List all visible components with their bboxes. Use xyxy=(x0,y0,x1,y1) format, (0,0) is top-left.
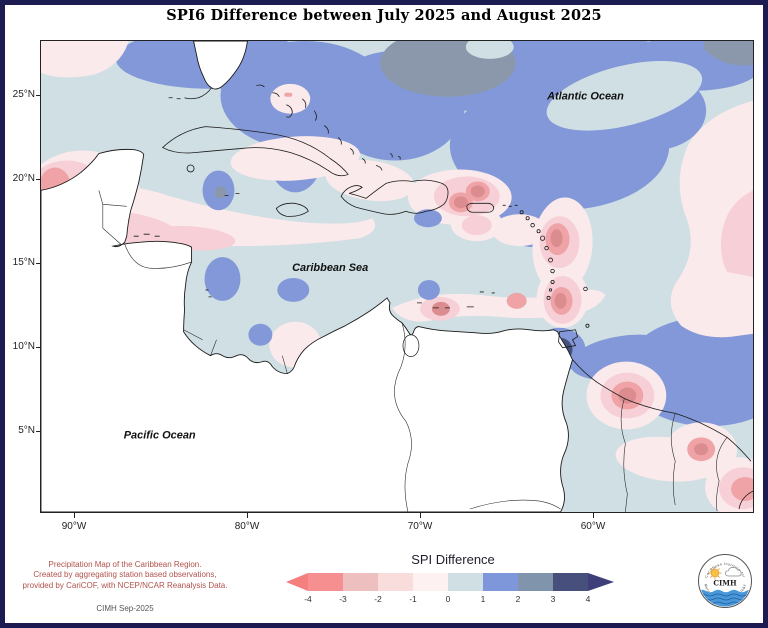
lat-tick xyxy=(36,179,40,180)
cimh-logo: Caribbean Institute for Meteorology and … xyxy=(696,552,754,610)
legend-tick-label: -1 xyxy=(409,594,417,604)
lon-label: 90°W xyxy=(61,521,87,532)
lon-tick xyxy=(247,513,248,518)
credits-text: Precipitation Map of the Caribbean Regio… xyxy=(18,560,232,591)
legend-left-arrow-icon xyxy=(286,573,308,591)
lat-tick xyxy=(36,431,40,432)
credits-line-1: Precipitation Map of the Caribbean Regio… xyxy=(48,560,202,569)
field-base-lagoons xyxy=(465,41,703,131)
credits-line-3: provided by CariCOF, with NCEP/NCAR Rean… xyxy=(22,580,228,590)
lat-label: 10°N xyxy=(12,341,35,352)
lat-tick xyxy=(36,263,40,264)
guianas-coast xyxy=(572,359,753,512)
legend-tick-label: 0 xyxy=(445,594,451,604)
legend-tick-labels: -4 -3 -2 -1 0 1 2 3 4 xyxy=(286,594,620,606)
page-title: SPI6 Difference between July 2025 and Au… xyxy=(166,7,602,24)
mainland xyxy=(41,41,573,512)
legend-tick-label: 2 xyxy=(515,594,521,604)
logo-text: CIMH xyxy=(713,579,737,588)
map-canvas: Caribbean Sea Atlantic Ocean Pacific Oce… xyxy=(40,40,754,513)
lon-label: 60°W xyxy=(580,521,606,532)
lat-tick xyxy=(36,95,40,96)
sun-icon xyxy=(708,566,722,580)
legend-tick-label: -3 xyxy=(339,594,347,604)
pacific-ocean-label: Pacific Ocean xyxy=(124,429,196,441)
islands xyxy=(133,84,590,349)
legend-segment xyxy=(483,573,518,591)
cloud-icon xyxy=(725,567,742,577)
caribbean-sea-label: Caribbean Sea xyxy=(292,262,368,274)
legend-colorbar xyxy=(286,573,614,591)
legend-segment xyxy=(413,573,448,591)
lon-tick xyxy=(420,513,421,518)
spi-legend: SPI Difference -4 -3 -2 -1 0 1 2 3 4 xyxy=(286,552,620,616)
spi-difference-map: Caribbean Sea Atlantic Ocean Pacific Oce… xyxy=(41,41,753,512)
country-borders xyxy=(98,190,561,512)
lat-label: 25°N xyxy=(12,89,35,100)
legend-segment xyxy=(343,573,378,591)
legend-segment xyxy=(448,573,483,591)
legend-tick-label: -2 xyxy=(374,594,382,604)
legend-tick-label: 3 xyxy=(550,594,556,604)
legend-tick-label: 1 xyxy=(480,594,486,604)
lat-label: 15°N xyxy=(12,257,35,268)
lon-label: 70°W xyxy=(407,521,433,532)
legend-title: SPI Difference xyxy=(411,552,495,567)
lat-label: 20°N xyxy=(12,173,35,184)
issue-stamp: CIMH Sep-2025 xyxy=(96,604,154,613)
credits-line-2: Created by aggregating station based obs… xyxy=(33,570,217,580)
legend-segment xyxy=(378,573,413,591)
legend-segment xyxy=(518,573,553,591)
atlantic-ocean-label: Atlantic Ocean xyxy=(546,91,624,103)
legend-tick-label: 4 xyxy=(585,594,591,604)
legend-tick-label: -4 xyxy=(304,594,312,604)
legend-segment xyxy=(553,573,588,591)
lon-label: 80°W xyxy=(234,521,260,532)
lon-tick xyxy=(593,513,594,518)
lat-label: 5°N xyxy=(18,425,35,436)
lon-tick xyxy=(74,513,75,518)
legend-right-arrow-icon xyxy=(588,573,614,591)
lat-tick xyxy=(36,347,40,348)
legend-segment xyxy=(308,573,343,591)
